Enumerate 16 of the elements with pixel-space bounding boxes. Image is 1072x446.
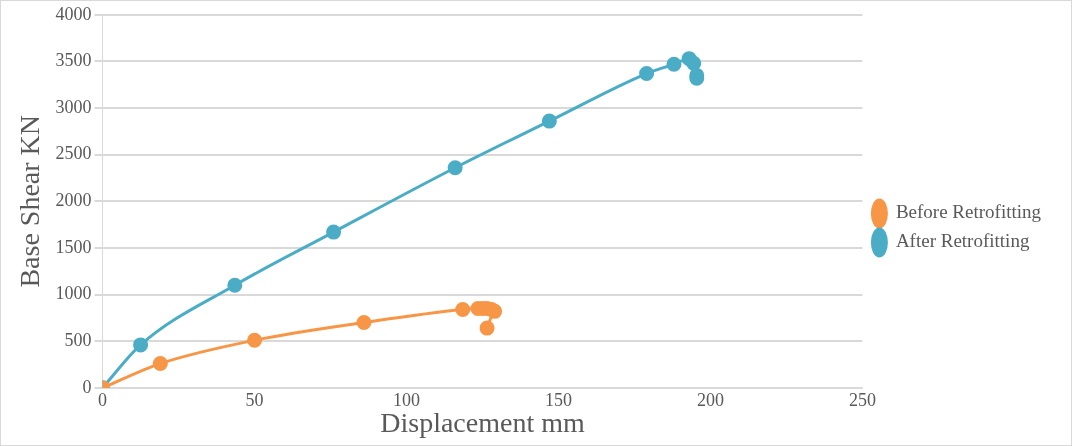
legend-label: After Retrofitting	[895, 230, 1030, 252]
y-tick-label: 0	[82, 376, 92, 397]
y-tick-label: 3000	[55, 96, 92, 117]
y-tick-label: 4000	[55, 3, 92, 24]
y-axis-title: Base Shear KN	[14, 114, 46, 288]
y-tick-label: 2000	[55, 190, 92, 211]
x-tick-label: 200	[696, 390, 724, 411]
legend-label: Before Retrofitting	[895, 201, 1042, 223]
y-tick-label: 1500	[55, 236, 92, 257]
x-tick-label: 250	[848, 390, 876, 411]
y-tick-label: 1000	[55, 283, 92, 304]
x-tick-label: 50	[245, 390, 264, 411]
y-tick-label: 500	[64, 329, 92, 350]
y-tick-label: 2500	[55, 143, 92, 164]
x-tick-label: 0	[98, 390, 108, 411]
y-tick-label: 3500	[55, 50, 92, 71]
